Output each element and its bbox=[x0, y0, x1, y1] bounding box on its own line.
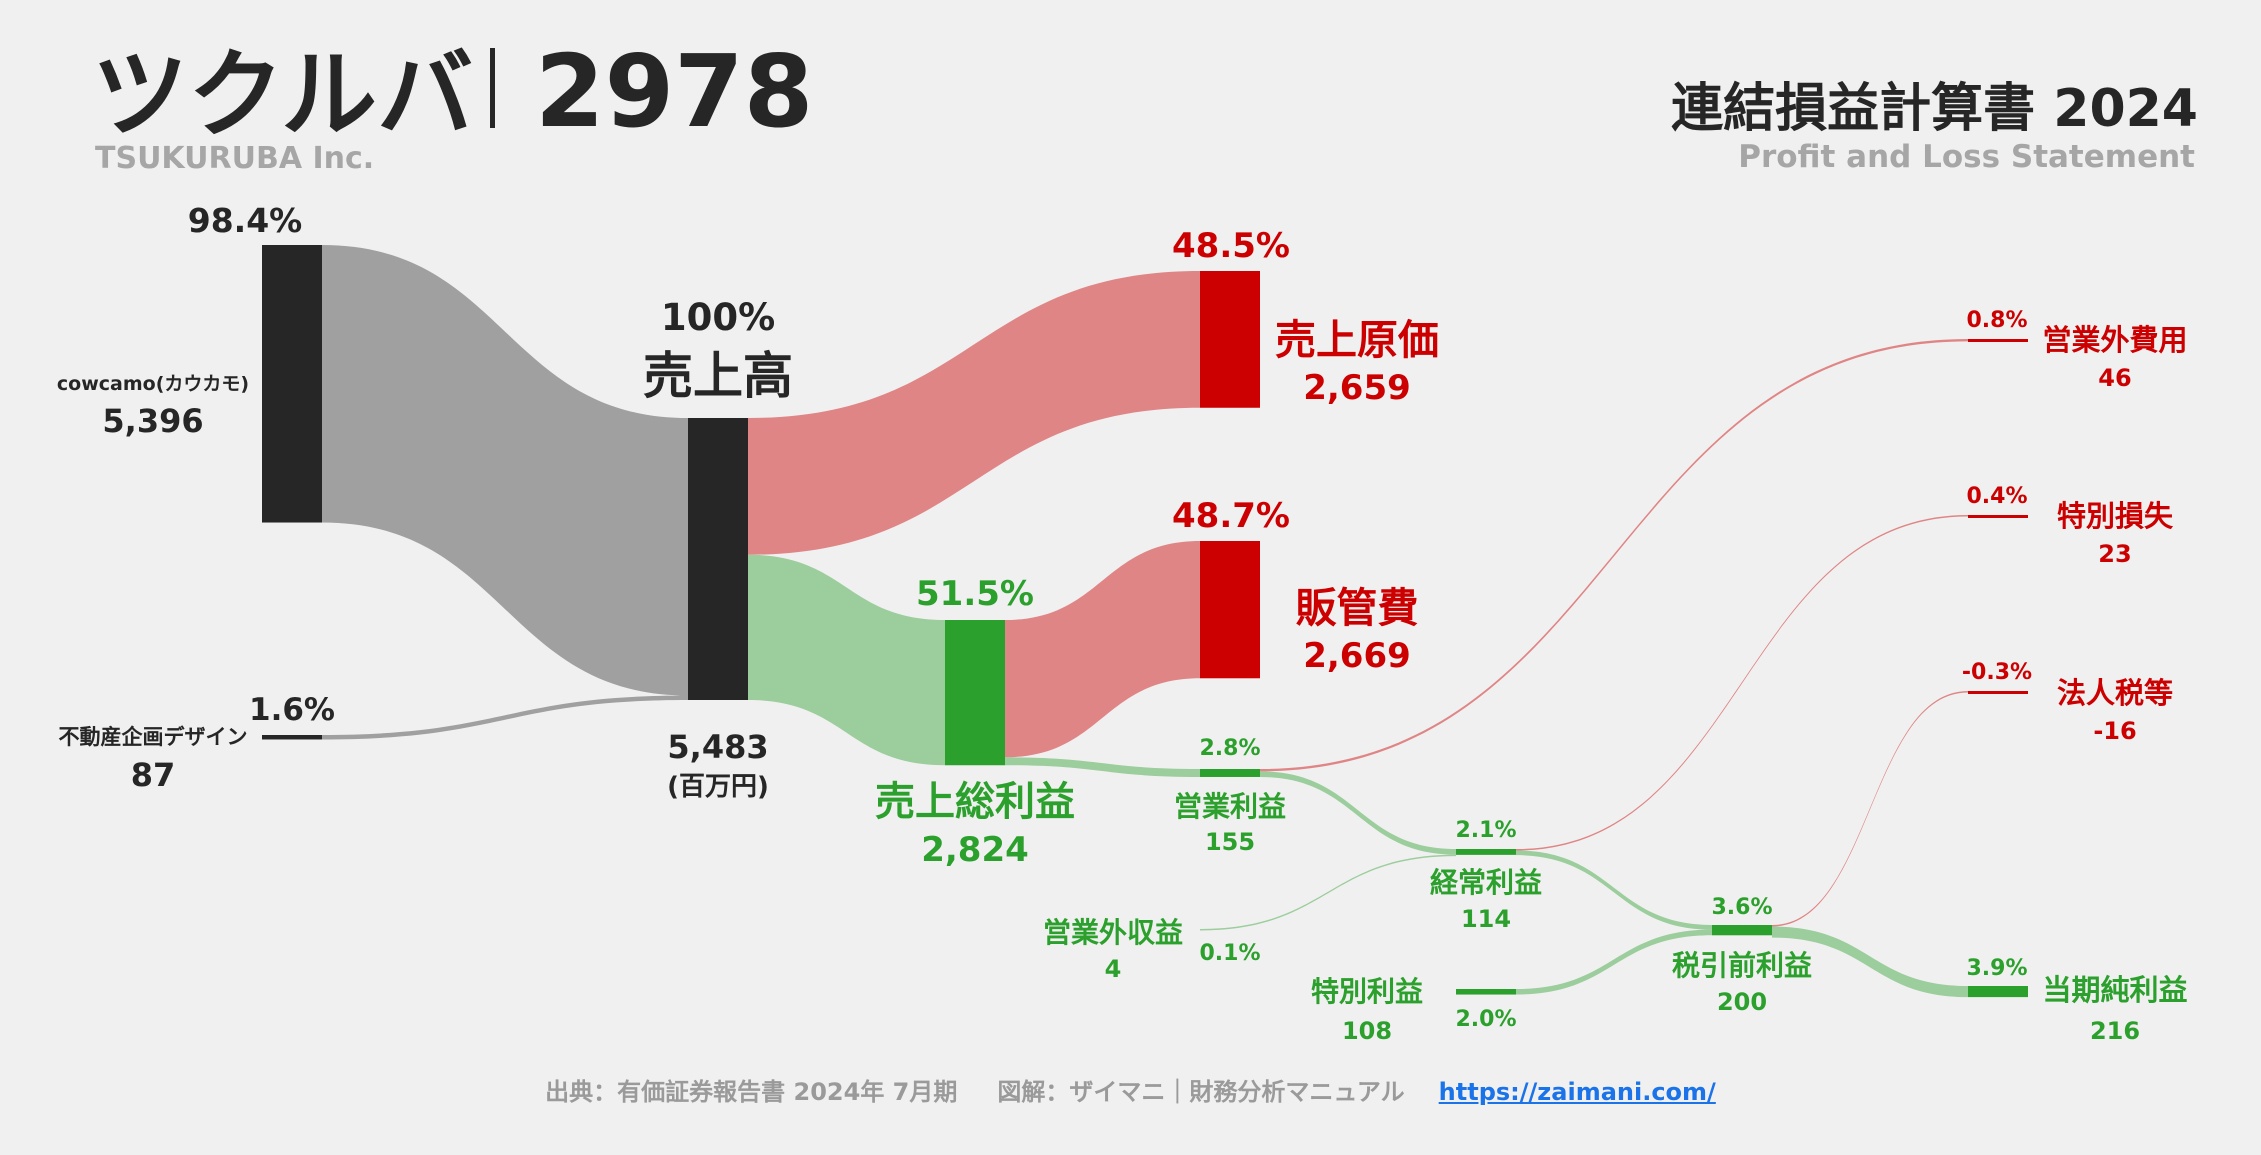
flow-gross-to-op bbox=[1005, 757, 1200, 777]
realestate-value: 87 bbox=[131, 756, 176, 794]
flow-cowcamo-to-revenue bbox=[322, 245, 688, 696]
pretax-label: 税引前利益 bbox=[1672, 949, 1812, 982]
node-bar-gross bbox=[945, 620, 1005, 766]
flow-revenue-to-cogs bbox=[748, 271, 1200, 555]
ordinary-label: 経常利益 bbox=[1430, 866, 1542, 899]
node-bar-cowcamo bbox=[262, 245, 322, 523]
flow-gross-to-sga bbox=[1005, 541, 1200, 758]
node-bar-sga bbox=[1200, 541, 1260, 679]
nonop-inc-label: 営業外収益 bbox=[1043, 916, 1183, 949]
ext-loss-label: 特別損失 bbox=[2057, 499, 2174, 533]
flow-revenue-to-gross bbox=[748, 554, 945, 766]
company-name: ツクルバ bbox=[92, 39, 473, 151]
site-link[interactable]: https://zaimani.com/ bbox=[1438, 1078, 1716, 1106]
nonop-exp-label: 営業外費用 bbox=[2042, 323, 2187, 357]
cogs-value: 2,659 bbox=[1303, 368, 1411, 408]
net-value: 216 bbox=[2090, 1017, 2140, 1045]
ext-gain-label: 特別利益 bbox=[1311, 975, 1423, 1008]
flow-pretax-to-tax bbox=[1772, 691, 1968, 927]
flow-ordinary-to-ext_loss bbox=[1516, 515, 1968, 851]
node-bar-ordinary bbox=[1456, 849, 1516, 855]
pretax-value: 200 bbox=[1717, 988, 1767, 1016]
pretax-pct: 3.6% bbox=[1711, 895, 1772, 920]
ordinary-value: 114 bbox=[1461, 905, 1511, 933]
unit-label: (百万円) bbox=[667, 772, 769, 802]
statement-title: 連結損益計算書 2024 bbox=[1671, 79, 2198, 139]
node-bar-ext_gain bbox=[1456, 989, 1516, 995]
node-bar-realestate bbox=[262, 735, 322, 740]
cowcamo-label: cowcamo(カウカモ) bbox=[57, 373, 249, 395]
net-pct: 3.9% bbox=[1966, 956, 2027, 981]
cowcamo-value: 5,396 bbox=[102, 402, 203, 440]
revenue-pct: 100% bbox=[661, 296, 775, 339]
flow-nonop_inc-to-ordinary bbox=[1200, 854, 1456, 931]
op-label: 営業利益 bbox=[1174, 790, 1286, 823]
nonop-exp-pct: 0.8% bbox=[1966, 308, 2027, 333]
node-bar-pretax bbox=[1712, 925, 1772, 936]
statement-title-en: Profit and Loss Statement bbox=[1738, 139, 2195, 175]
flow-ordinary-to-pretax bbox=[1516, 850, 1712, 930]
sga-value: 2,669 bbox=[1303, 636, 1411, 676]
node-bar-net bbox=[1968, 986, 2028, 998]
ext-gain-value: 108 bbox=[1342, 1017, 1392, 1045]
op-value: 155 bbox=[1205, 828, 1255, 856]
tax-label: 法人税等 bbox=[2057, 676, 2173, 710]
flow-ext_gain-to-pretax bbox=[1516, 929, 1712, 995]
gross-pct: 51.5% bbox=[916, 574, 1034, 614]
sankey-flows bbox=[322, 245, 1968, 998]
nonop-inc-pct: 0.1% bbox=[1199, 941, 1260, 966]
node-bar-ext_loss bbox=[1968, 515, 2028, 518]
ordinary-pct: 2.1% bbox=[1455, 818, 1516, 843]
gross-value: 2,824 bbox=[921, 830, 1029, 870]
ext-loss-value: 23 bbox=[2098, 540, 2131, 568]
net-label: 当期純利益 bbox=[2042, 973, 2187, 1007]
nonop-exp-value: 46 bbox=[2098, 364, 2131, 392]
sankey-nodes bbox=[262, 245, 2028, 998]
footer: 出典：有価証券報告書 2024年 7月期 図解：ザイマニ｜財務分析マニュアル htt… bbox=[0, 1072, 2261, 1107]
node-bar-cogs bbox=[1200, 271, 1260, 408]
flow-op-to-ordinary bbox=[1260, 771, 1456, 855]
flow-realestate-to-revenue bbox=[322, 695, 688, 740]
flow-op-to-nonop_exp bbox=[1260, 339, 1968, 772]
nonop-inc-value: 4 bbox=[1105, 955, 1122, 983]
realestate-label: 不動産企画デザイン bbox=[59, 725, 248, 749]
credit-note: 図解：ザイマニ｜財務分析マニュアル bbox=[997, 1078, 1405, 1106]
gross-label: 売上総利益 bbox=[875, 779, 1075, 825]
sga-pct: 48.7% bbox=[1172, 496, 1290, 536]
cogs-label: 売上原価 bbox=[1275, 316, 1439, 364]
node-bar-op bbox=[1200, 769, 1260, 777]
ext-gain-pct: 2.0% bbox=[1455, 1007, 1516, 1032]
node-bar-nonop_exp bbox=[1968, 339, 2028, 342]
company-name-en: TSUKURUBA Inc. bbox=[95, 141, 374, 176]
tax-pct: -0.3% bbox=[1962, 660, 2032, 685]
sga-label: 販管費 bbox=[1296, 584, 1419, 632]
realestate-pct: 1.6% bbox=[249, 692, 335, 728]
node-bar-tax bbox=[1968, 691, 2028, 694]
ext-loss-pct: 0.4% bbox=[1966, 484, 2027, 509]
stock-code: 2978 bbox=[535, 33, 813, 150]
title-divider bbox=[490, 48, 495, 128]
flow-pretax-to-net bbox=[1772, 926, 1968, 998]
cowcamo-pct: 98.4% bbox=[188, 201, 303, 240]
cogs-pct: 48.5% bbox=[1172, 226, 1290, 266]
node-bar-revenue bbox=[688, 418, 748, 700]
source-note: 出典：有価証券報告書 2024年 7月期 bbox=[545, 1078, 958, 1106]
revenue-label: 売上高 bbox=[643, 347, 793, 405]
tax-value: -16 bbox=[2093, 717, 2136, 745]
op-pct: 2.8% bbox=[1199, 736, 1260, 761]
revenue-value: 5,483 bbox=[667, 728, 768, 766]
